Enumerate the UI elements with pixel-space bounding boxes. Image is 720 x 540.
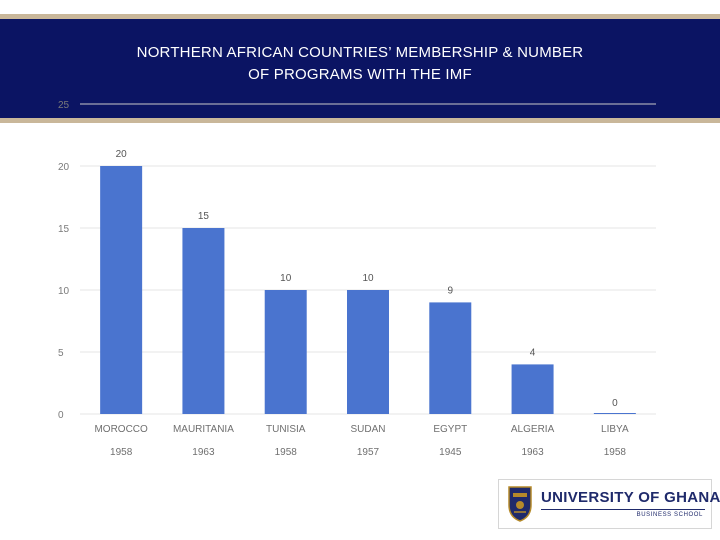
category-labels: MOROCCO MAURITANIA TUNISIA SUDAN EGYPT ALGERI…	[94, 424, 629, 435]
bar	[511, 364, 554, 414]
category-label: EGYPT	[433, 424, 467, 435]
y-tick-label: 0	[58, 410, 64, 421]
membership-year-label: 1958	[604, 447, 627, 458]
category-label: TUNISIA	[266, 424, 306, 435]
bars	[100, 166, 636, 414]
bar	[182, 228, 225, 414]
membership-year-label: 1945	[439, 447, 462, 458]
top-accent-rule	[0, 14, 720, 19]
membership-year-label: 1963	[521, 447, 544, 458]
y-tick-label: 5	[58, 348, 64, 359]
data-label: 15	[198, 211, 210, 222]
logo-subtitle: BUSINESS SCHOOL	[636, 512, 703, 518]
category-label: MOROCCO	[94, 424, 148, 435]
bottom-accent-rule	[0, 118, 720, 123]
data-label: 10	[280, 273, 292, 284]
category-label: LIBYA	[601, 424, 629, 435]
membership-year-label: 1963	[192, 447, 215, 458]
crest-icon	[508, 486, 532, 522]
data-label: 20	[116, 149, 128, 160]
bar	[593, 413, 636, 414]
title-banner	[0, 19, 720, 118]
membership-year-labels: 1958 1963 1958 1957 1945 1963 1958	[110, 447, 626, 458]
y-axis-tick-labels: 0 5 10 15 20 25	[58, 100, 70, 421]
data-label: 0	[612, 398, 618, 409]
y-tick-label: 10	[58, 286, 70, 297]
membership-year-label: 1958	[110, 447, 133, 458]
university-logo: UNIVERSITY OF GHANA BUSINESS SCHOOL	[498, 479, 720, 529]
y-tick-label: 20	[58, 162, 70, 173]
data-labels: 20 15 10 10 9 4 0	[116, 149, 618, 409]
data-label: 4	[530, 347, 536, 358]
y-tick-label: 15	[58, 224, 70, 235]
logo-name: UNIVERSITY OF GHANA	[541, 489, 720, 506]
membership-year-label: 1957	[357, 447, 380, 458]
bar	[429, 302, 472, 414]
logo-divider	[541, 509, 705, 510]
category-label: ALGERIA	[511, 424, 555, 435]
category-label: SUDAN	[350, 424, 385, 435]
slide-title-line-1: NORTHERN AFRICAN COUNTRIES’ MEMBERSHIP &…	[136, 44, 584, 61]
bar	[347, 290, 389, 414]
slide-title: NORTHERN AFRICAN COUNTRIES’ MEMBERSHIP &…	[60, 42, 660, 86]
membership-year-label: 1958	[275, 447, 298, 458]
bar	[100, 166, 143, 414]
y-tick-label: 25	[58, 100, 70, 111]
slide-title-line-2: OF PROGRAMS WITH THE IMF	[248, 66, 472, 83]
bar	[264, 290, 307, 414]
data-label: 9	[448, 285, 454, 296]
data-label: 10	[362, 273, 374, 284]
category-label: MAURITANIA	[173, 424, 234, 435]
